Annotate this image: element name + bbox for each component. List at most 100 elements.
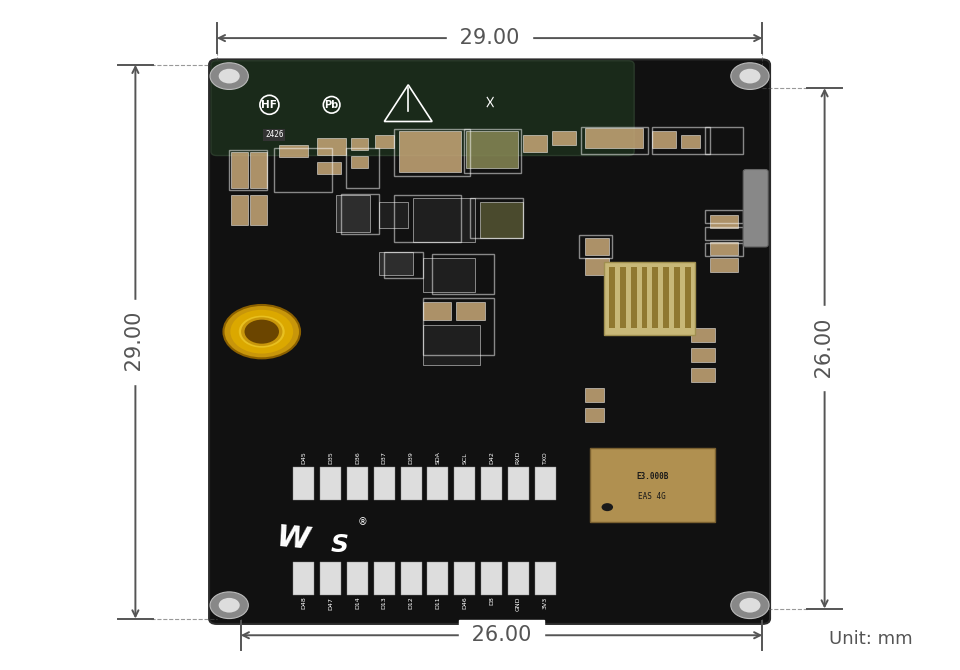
Bar <box>350 156 368 168</box>
Bar <box>705 243 743 256</box>
Bar <box>535 562 556 595</box>
Circle shape <box>731 63 769 90</box>
Text: S: S <box>330 533 348 557</box>
Text: D47: D47 <box>328 597 333 610</box>
Text: W: W <box>276 523 311 554</box>
Text: EAS 4G: EAS 4G <box>638 492 666 500</box>
Bar <box>690 369 714 382</box>
Bar <box>466 131 518 168</box>
Text: D46: D46 <box>462 597 468 610</box>
Bar <box>709 215 738 228</box>
Bar <box>663 267 669 328</box>
Bar <box>320 468 341 500</box>
Bar <box>579 235 612 258</box>
Bar <box>586 409 605 421</box>
Bar <box>641 267 647 328</box>
Bar <box>652 127 709 153</box>
Text: HF: HF <box>261 100 277 110</box>
Bar <box>294 468 315 500</box>
Bar <box>422 298 494 355</box>
Text: SDA: SDA <box>436 452 441 464</box>
Bar <box>400 562 421 595</box>
Text: D45: D45 <box>301 452 306 464</box>
Text: Unit: mm: Unit: mm <box>829 630 913 648</box>
Bar <box>346 148 379 188</box>
Text: 26.00: 26.00 <box>815 312 834 385</box>
Bar <box>384 252 422 278</box>
Circle shape <box>239 316 285 348</box>
Bar <box>251 151 268 188</box>
Bar <box>394 195 461 242</box>
Text: ®: ® <box>357 517 367 527</box>
Circle shape <box>731 592 769 618</box>
Bar <box>341 194 379 234</box>
Bar <box>586 239 610 255</box>
Bar <box>581 127 647 153</box>
Text: TXO: TXO <box>542 452 547 464</box>
Bar <box>508 468 529 500</box>
Text: D35: D35 <box>328 452 333 464</box>
Bar <box>705 127 743 153</box>
Bar <box>336 195 370 232</box>
Circle shape <box>224 305 300 358</box>
Bar <box>317 138 346 155</box>
Bar <box>229 149 268 190</box>
Bar <box>350 138 368 150</box>
Text: 26.00: 26.00 <box>465 625 538 645</box>
Bar <box>347 468 368 500</box>
Bar <box>427 562 448 595</box>
Text: D11: D11 <box>436 597 441 609</box>
Bar <box>470 198 523 239</box>
Bar <box>586 389 605 402</box>
Bar <box>631 267 636 328</box>
Text: 29.00: 29.00 <box>126 305 145 378</box>
Bar <box>275 148 331 192</box>
Bar <box>690 348 714 362</box>
Bar <box>379 202 408 228</box>
Bar <box>413 198 475 242</box>
Bar <box>684 267 690 328</box>
Bar <box>610 267 615 328</box>
Bar <box>709 242 738 255</box>
Text: D42: D42 <box>489 452 494 464</box>
Circle shape <box>219 69 240 84</box>
Bar <box>508 562 529 595</box>
Text: D8: D8 <box>489 597 494 606</box>
Bar <box>523 135 547 151</box>
FancyBboxPatch shape <box>743 170 768 247</box>
Text: D12: D12 <box>409 597 414 610</box>
Bar <box>231 151 249 188</box>
Bar <box>374 135 394 148</box>
Text: D13: D13 <box>382 597 387 610</box>
Bar <box>373 562 395 595</box>
Bar <box>422 325 480 365</box>
Bar <box>432 254 494 293</box>
Bar <box>586 128 643 148</box>
Circle shape <box>602 503 613 511</box>
Text: D37: D37 <box>382 452 387 464</box>
Text: D36: D36 <box>355 452 360 464</box>
Bar <box>398 131 461 172</box>
Bar <box>605 261 695 335</box>
Bar <box>347 562 368 595</box>
Text: 2426: 2426 <box>265 131 283 139</box>
Bar <box>705 227 743 241</box>
Bar <box>373 468 395 500</box>
Bar <box>480 202 523 239</box>
Text: D48: D48 <box>301 597 306 610</box>
Text: Pb: Pb <box>324 100 339 110</box>
Text: SCL: SCL <box>462 453 468 464</box>
Circle shape <box>739 598 760 612</box>
Bar <box>456 302 485 320</box>
Circle shape <box>241 318 282 346</box>
Bar <box>535 468 556 500</box>
Text: RXD: RXD <box>516 451 520 464</box>
Text: GND: GND <box>516 597 520 611</box>
Bar <box>251 195 268 225</box>
Bar <box>422 258 475 291</box>
Text: D14: D14 <box>355 597 360 610</box>
Bar <box>674 267 680 328</box>
Circle shape <box>230 310 293 354</box>
Circle shape <box>210 592 249 618</box>
Bar <box>705 210 743 223</box>
